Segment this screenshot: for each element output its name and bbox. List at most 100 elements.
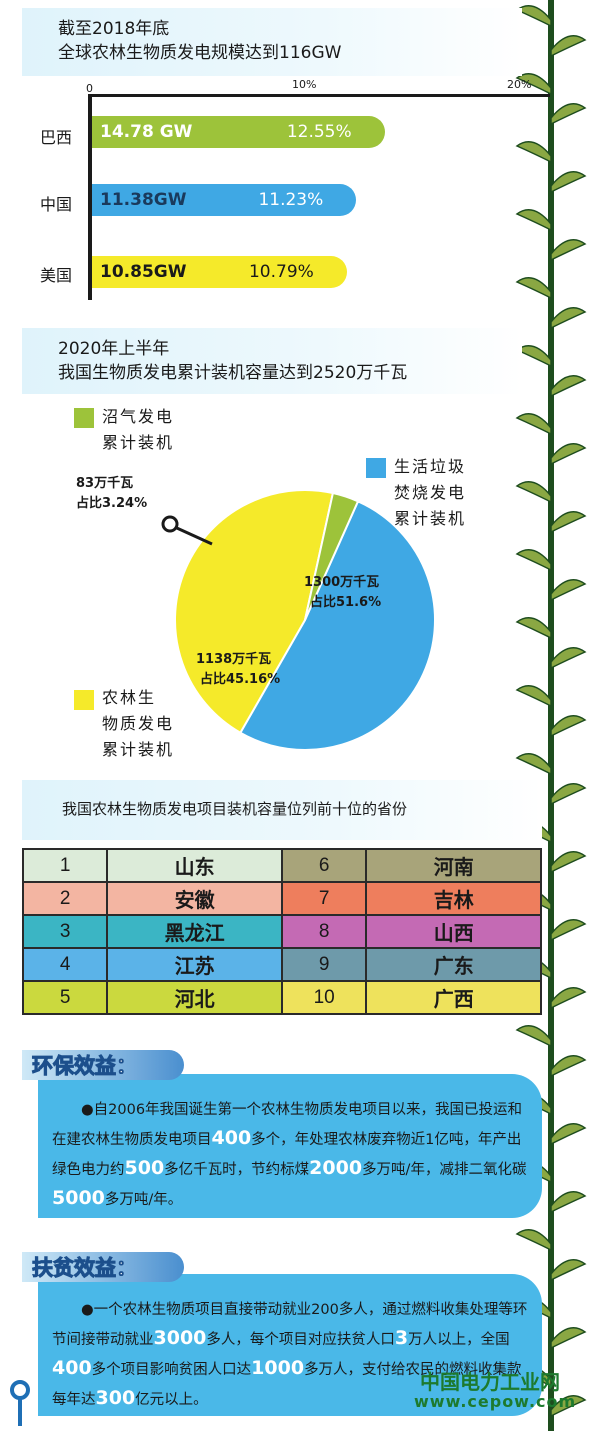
leaf-icon xyxy=(550,511,587,534)
pov-text-6: 亿元以上。 xyxy=(135,1392,208,1408)
legend-swatch-biogas xyxy=(74,408,94,428)
leaf-icon xyxy=(550,443,587,466)
table-row: 2 安徽 7 吉林 xyxy=(21,881,542,916)
bar-value-label-brazil: 12.55% xyxy=(286,122,352,142)
environment-paragraph: ●自2006年我国诞生第一个农林生物质发电项目以来，我国已投运和在建农林生物质发… xyxy=(52,1096,532,1214)
legend-agri-line3: 累计装机 xyxy=(102,740,175,759)
leaf-icon xyxy=(550,1055,587,1078)
leaf-icon xyxy=(550,647,587,670)
rank-cell: 8 xyxy=(280,914,368,949)
leaf-icon xyxy=(550,103,587,126)
pie-label-biogas-share: 占比3.24% xyxy=(76,496,148,511)
pie-chart-title-panel xyxy=(22,328,522,394)
pov-text-5: 多万人，支付给农民的燃料收集款每年达 xyxy=(52,1362,522,1408)
pov-text-1: ●一个农林生物质项目直接带动就业200多人，通过燃料收集处理等环节间接带动就业 xyxy=(52,1302,528,1348)
pie-leader-marker xyxy=(161,515,179,533)
bar-usa xyxy=(92,256,347,288)
table-title: 我国农林生物质发电项目装机容量位列前十位的省份 xyxy=(62,800,408,818)
watermark-url: www.cepow.com xyxy=(414,1392,577,1411)
pov-num-people: 3 xyxy=(394,1327,409,1349)
leaf-icon xyxy=(515,413,552,436)
pie-label-agri-share: 占比45.16% xyxy=(200,672,281,687)
leaf-icon xyxy=(515,1229,552,1252)
env-text-1: ●自2006年我国诞生第一个农林生物质发电项目以来，我国已投运和在建农林生物质发… xyxy=(52,1102,523,1148)
env-num-co2: 5000 xyxy=(52,1187,105,1209)
leaf-icon xyxy=(515,345,552,368)
vine-stem xyxy=(548,0,554,1431)
bar-brazil xyxy=(92,116,385,148)
pie-slice-agri xyxy=(174,489,335,735)
leaf-icon xyxy=(515,209,552,232)
rank-cell: 10 xyxy=(280,980,368,1015)
leaf-icon xyxy=(550,579,587,602)
category-label-china: 中国 xyxy=(40,195,73,214)
leaf-icon xyxy=(550,171,587,194)
table-row: 1 山东 6 河南 xyxy=(21,848,542,883)
pie-label-waste-share: 占比51.6% xyxy=(310,595,382,610)
pie-chart xyxy=(161,489,436,751)
env-num-projects: 400 xyxy=(211,1127,252,1149)
legend-waste-line3: 累计装机 xyxy=(394,509,467,528)
leaf-icon xyxy=(515,5,552,28)
watermark-site-name: 中国电力工业网 xyxy=(420,1370,560,1394)
rank-cell: 6 xyxy=(280,848,368,883)
leaf-icon xyxy=(515,73,552,96)
leaf-icon xyxy=(550,239,587,262)
leaf-icon xyxy=(550,1259,587,1282)
env-num-power: 500 xyxy=(124,1157,165,1179)
table-row: 4 江苏 9 广东 xyxy=(21,947,542,982)
province-cell: 山东 xyxy=(106,848,283,883)
province-cell: 河南 xyxy=(365,848,542,883)
legend-biogas-line2: 累计装机 xyxy=(102,433,175,452)
environment-heading: 环保效益： xyxy=(32,1053,138,1079)
leaf-icon xyxy=(515,277,552,300)
env-text-2: 多个，年处理农林废弃物近1亿吨，年产出绿色电力约 xyxy=(52,1132,522,1178)
province-cell: 山西 xyxy=(365,914,542,949)
rank-cell: 4 xyxy=(21,947,109,982)
leaf-icon xyxy=(550,851,587,874)
bar-capacity-label-china: 11.38GW xyxy=(100,190,187,210)
leaf-icon xyxy=(515,685,552,708)
table-row: 5 河北 10 广西 xyxy=(21,980,542,1015)
pie-label-waste-value: 1300万千瓦 xyxy=(304,575,380,590)
axis-tick-10: 10% xyxy=(292,78,317,91)
bar-china xyxy=(92,184,357,216)
pov-num-affected: 1000 xyxy=(251,1357,305,1379)
province-cell: 安徽 xyxy=(106,881,283,916)
table-title-panel xyxy=(22,780,542,840)
legend-agri-line2: 物质发电 xyxy=(102,714,175,733)
rank-cell: 3 xyxy=(21,914,109,949)
pov-num-jobs: 3000 xyxy=(153,1327,207,1349)
legend-agri-line1: 农林生 xyxy=(102,688,157,707)
leaf-icon xyxy=(515,481,552,504)
province-cell: 黑龙江 xyxy=(106,914,283,949)
leaf-icon xyxy=(515,617,552,640)
pin-icon xyxy=(10,1380,30,1426)
pov-text-3: 万人以上，全国 xyxy=(408,1332,510,1348)
pie-label-biogas-value: 83万千瓦 xyxy=(76,476,134,491)
legend-swatch-waste xyxy=(366,458,386,478)
leaf-icon xyxy=(550,1191,587,1214)
leaf-icon xyxy=(515,753,552,776)
leaf-icon xyxy=(550,375,587,398)
axis-tick-0: 0 xyxy=(86,82,93,95)
vine-decoration xyxy=(515,0,587,1431)
pie-chart-title-line2: 我国生物质发电累计装机容量达到2520万千瓦 xyxy=(58,363,408,383)
legend-waste-line2: 焚烧发电 xyxy=(394,483,467,502)
leaf-icon xyxy=(550,987,587,1010)
bar-value-label-usa: 10.79% xyxy=(248,262,314,282)
pov-text-2: 多人，每个项目对应扶贫人口 xyxy=(206,1332,395,1348)
rank-cell: 2 xyxy=(21,881,109,916)
rank-cell: 5 xyxy=(21,980,109,1015)
leaf-icon xyxy=(550,1327,587,1350)
env-text-5: 多万吨/年。 xyxy=(104,1192,183,1208)
bar-chart-title-panel xyxy=(22,8,522,76)
pov-text-4: 多个项目影响贫困人口达 xyxy=(91,1362,252,1378)
category-label-brazil: 巴西 xyxy=(40,128,73,147)
env-text-4: 多万吨/年，减排二氧化碳 xyxy=(362,1162,527,1178)
poverty-heading: 扶贫效益： xyxy=(32,1255,138,1281)
environment-heading-tag xyxy=(22,1050,184,1080)
table-row: 3 黑龙江 8 山西 xyxy=(21,914,542,949)
x-axis-line xyxy=(88,94,550,97)
poverty-benefit-box xyxy=(38,1274,542,1416)
